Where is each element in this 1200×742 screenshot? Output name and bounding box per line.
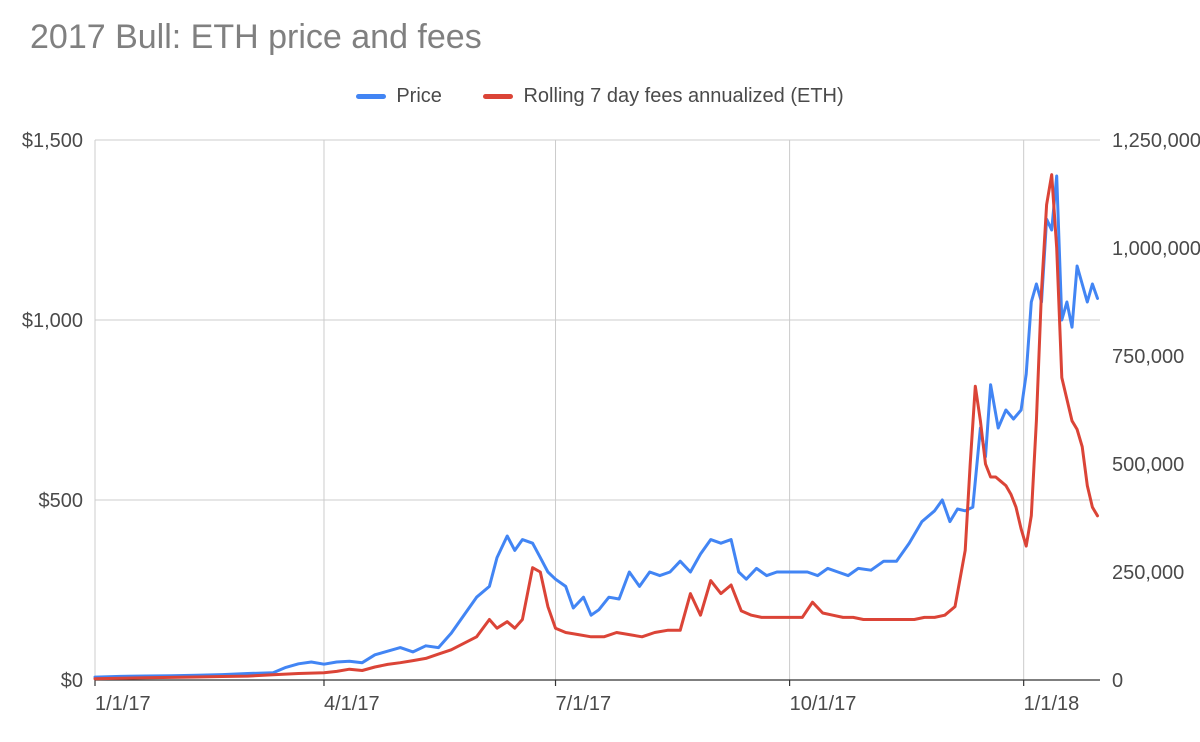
y-right-tick-label: 1,000,000: [1112, 238, 1200, 260]
y-left-tick-label: $0: [61, 670, 83, 692]
y-left-tick-label: $500: [39, 490, 84, 512]
y-left-tick-label: $1,500: [22, 130, 83, 152]
series-line-rolling-7-day-fees-annualized-eth-: [95, 175, 1098, 679]
y-right-tick-label: 750,000: [1112, 346, 1184, 368]
x-tick-label: 4/1/17: [324, 693, 380, 715]
y-right-tick-label: 1,250,000: [1112, 130, 1200, 152]
y-right-tick-label: 0: [1112, 670, 1123, 692]
series-line-price: [95, 176, 1098, 677]
x-tick-label: 1/1/18: [1024, 693, 1080, 715]
chart-plot: $0 $500 $1,000 $1,500 0 250,000 500,000 750,000…: [0, 0, 1200, 742]
x-tick-label: 1/1/17: [95, 693, 151, 715]
x-tick-label: 10/1/17: [790, 693, 857, 715]
x-tick-label: 7/1/17: [556, 693, 612, 715]
y-left-tick-label: $1,000: [22, 310, 83, 332]
y-right-tick-label: 250,000: [1112, 562, 1184, 584]
chart-container: 2017 Bull: ETH price and fees Price Roll…: [0, 0, 1200, 742]
y-right-tick-label: 500,000: [1112, 454, 1184, 476]
